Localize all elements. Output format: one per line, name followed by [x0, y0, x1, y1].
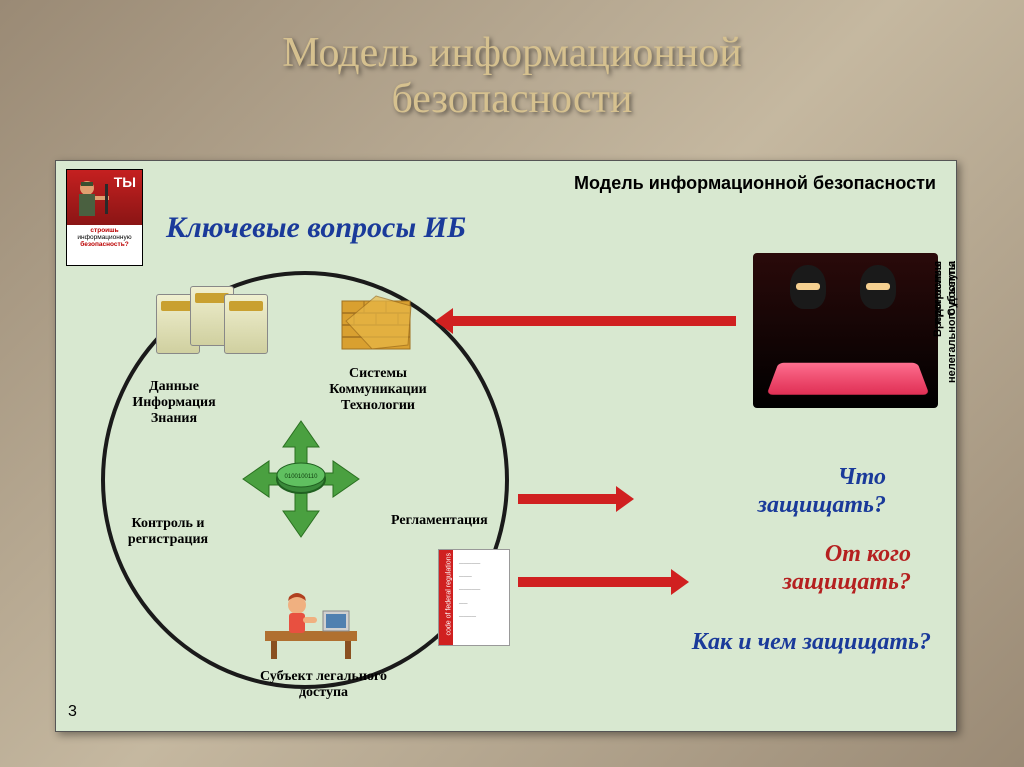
page-number: 3	[68, 703, 77, 721]
systems-firewall-icon	[336, 291, 421, 356]
data-label: Данные Информация Знания	[124, 379, 224, 427]
green-cross-arrows-icon: 0100100110	[241, 419, 361, 539]
regulations-book-icon: code of federal regulations ────────────…	[438, 549, 510, 646]
poster-ty: ТЫ	[114, 174, 136, 190]
slide-title: Модель информационной безопасности	[0, 0, 1024, 122]
vlabel-4: программы	[932, 261, 944, 324]
person-at-desk-icon	[261, 591, 361, 661]
svg-text:0100100110: 0100100110	[285, 474, 319, 480]
poster-line1: строишь	[69, 227, 140, 234]
title-line1: Модель информационной	[282, 30, 742, 76]
diagram-container: Модель информационной безопасности ТЫ ст…	[55, 160, 957, 732]
subject-label: Субъект легального доступа	[246, 669, 401, 701]
hackers-threat-icon	[753, 253, 938, 408]
book-spine-text: code of federal regulations	[446, 556, 453, 636]
threat-vertical-labels-2: программы нелегального доступа	[932, 261, 958, 387]
title-line2: безопасности	[391, 76, 632, 122]
question-what: Что защищать?	[758, 464, 886, 519]
question-how: Как и чем защищать?	[692, 629, 931, 657]
vlabel-2: нелегального доступа	[946, 261, 958, 383]
red-arrow-out1	[518, 494, 618, 504]
red-arrow-out2	[518, 577, 673, 587]
servers-icon	[156, 286, 266, 356]
red-arrow-in	[451, 316, 736, 326]
propaganda-poster: ТЫ строишь информационную безопасность?	[66, 169, 143, 266]
question-who: От кого защищать?	[783, 541, 911, 596]
poster-line3: безопасность?	[69, 241, 140, 248]
diagram-header: Модель информационной безопасности	[574, 173, 936, 194]
systems-label: Системы Коммуникации Технологии	[328, 366, 428, 414]
key-questions-title: Ключевые вопросы ИБ	[166, 211, 466, 245]
soldier-icon	[71, 178, 111, 220]
control-label: Контроль и регистрация	[118, 516, 218, 548]
reglament-label: Регламентация	[391, 513, 488, 529]
